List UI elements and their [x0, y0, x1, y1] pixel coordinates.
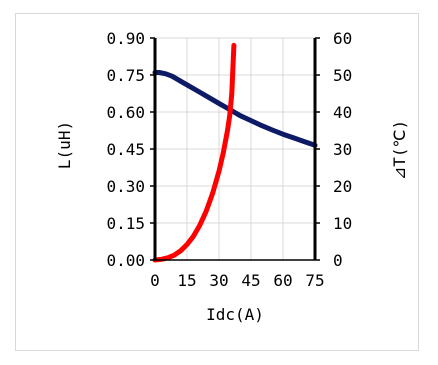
x-tick-label: 60 — [273, 271, 292, 290]
x-tick-label: 45 — [241, 271, 260, 290]
series-lines — [152, 42, 318, 263]
left-y-tick-label: 0.45 — [106, 140, 145, 159]
right-y-axis-label: ⊿T(℃) — [390, 120, 409, 180]
temperature-rise-line — [152, 42, 237, 263]
x-axis-label: Idc(A) — [206, 305, 264, 324]
left-y-tick-label: 0.60 — [106, 103, 145, 122]
axes — [150, 37, 320, 261]
left-y-tick-label: 0.00 — [106, 251, 145, 270]
x-tick-label: 75 — [305, 271, 324, 290]
tick-labels: 0.00 0 0.15 10 0.30 20 0.45 30 0.60 40 0.75 50 0.90 6… — [106, 29, 352, 290]
right-y-tick-label: 10 — [333, 214, 352, 233]
left-y-tick-label: 0.30 — [106, 177, 145, 196]
right-y-tick-label: 0 — [333, 251, 343, 270]
left-y-tick-label: 0.15 — [106, 214, 145, 233]
x-tick-label: 15 — [177, 271, 196, 290]
right-y-tick-label: 50 — [333, 66, 352, 85]
left-y-tick-label: 0.75 — [106, 66, 145, 85]
x-tick-label: 0 — [150, 271, 160, 290]
right-y-tick-label: 20 — [333, 177, 352, 196]
right-y-tick-label: 60 — [333, 29, 352, 48]
right-y-tick-label: 40 — [333, 103, 352, 122]
x-tick-label: 30 — [209, 271, 228, 290]
left-y-axis-label: L(uH) — [55, 121, 74, 169]
right-y-tick-label: 30 — [333, 140, 352, 159]
inductance-line — [152, 70, 318, 148]
left-y-tick-label: 0.90 — [106, 29, 145, 48]
